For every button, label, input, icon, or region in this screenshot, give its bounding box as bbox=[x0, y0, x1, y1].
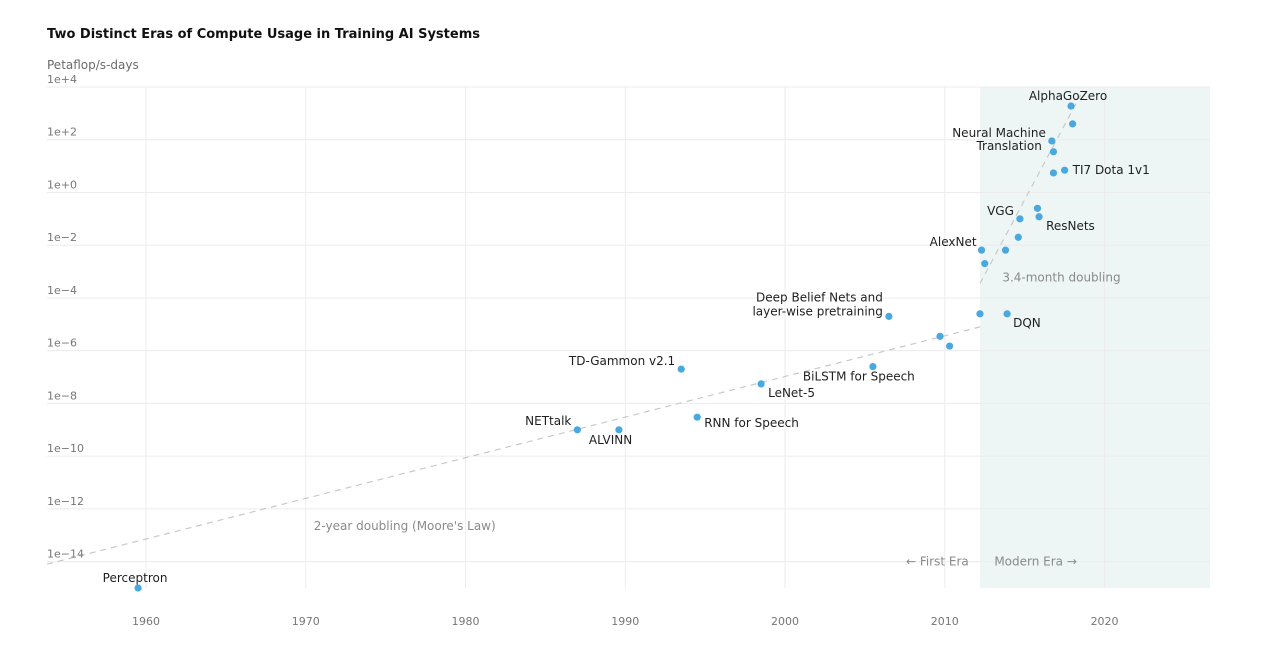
y-tick-label: 1e+0 bbox=[47, 178, 77, 191]
data-point bbox=[976, 310, 984, 318]
data-point bbox=[1049, 169, 1058, 177]
point-label: VGG bbox=[987, 204, 1014, 218]
point-label: AlphaGoZero bbox=[1029, 89, 1107, 103]
x-axis-ticks: 1960 1970 1980 1990 2000 2010 2020 bbox=[132, 615, 1119, 628]
y-tick-label: 1e−2 bbox=[47, 231, 77, 244]
data-point bbox=[1049, 148, 1058, 156]
x-tick-label: 1970 bbox=[292, 615, 320, 628]
y-tick-label: 1e−14 bbox=[47, 548, 84, 561]
y-tick-label: 1e−6 bbox=[47, 337, 77, 350]
y-tick-label: 1e+4 bbox=[47, 73, 77, 86]
point-label: LeNet-5 bbox=[768, 386, 815, 400]
x-tick-label: 1960 bbox=[132, 615, 160, 628]
trend-line bbox=[46, 326, 981, 565]
data-point bbox=[1003, 310, 1011, 318]
point-label: NETtalk bbox=[525, 414, 571, 428]
data-point bbox=[615, 426, 623, 434]
point-label: TD-Gammon v2.1 bbox=[568, 354, 675, 368]
x-tick-label: 2020 bbox=[1091, 615, 1119, 628]
data-point bbox=[1016, 215, 1024, 223]
y-axis-label: Petaflop/s-days bbox=[47, 58, 139, 72]
data-point bbox=[936, 332, 944, 340]
data-point bbox=[1033, 204, 1042, 212]
point-label: DQN bbox=[1013, 316, 1041, 330]
x-tick-label: 2010 bbox=[931, 615, 959, 628]
x-tick-label: 1990 bbox=[611, 615, 639, 628]
annotation: Modern Era → bbox=[994, 555, 1077, 569]
data-point bbox=[1048, 137, 1056, 145]
y-tick-label: 1e+2 bbox=[47, 126, 77, 139]
trend-lines bbox=[46, 94, 1082, 565]
grid-lines bbox=[47, 86, 1210, 588]
data-point bbox=[1035, 213, 1043, 221]
y-tick-label: 1e−8 bbox=[47, 389, 77, 402]
point-label: AlexNet bbox=[930, 235, 977, 249]
data-point bbox=[693, 413, 701, 421]
point-label: Perceptron bbox=[103, 571, 168, 585]
data-point bbox=[573, 426, 581, 434]
data-point bbox=[946, 342, 954, 350]
y-tick-label: 1e−12 bbox=[47, 495, 84, 508]
data-point bbox=[981, 260, 989, 268]
point-label: ALVINN bbox=[589, 433, 632, 447]
data-point bbox=[1061, 166, 1069, 174]
y-tick-label: 1e−10 bbox=[47, 442, 84, 455]
annotation: ← First Era bbox=[906, 555, 969, 569]
point-label: RNN for Speech bbox=[704, 416, 799, 430]
y-axis-ticks: 1e+4 1e+2 1e+0 1e−2 1e−4 1e−6 1e−8 1e−10 1e−12 1e… bbox=[47, 73, 84, 561]
data-point bbox=[885, 312, 893, 320]
trend-line bbox=[979, 94, 1082, 284]
point-label: ResNets bbox=[1046, 219, 1095, 233]
x-tick-label: 1980 bbox=[452, 615, 480, 628]
data-point bbox=[1067, 102, 1075, 110]
annotation: 2-year doubling (Moore's Law) bbox=[314, 519, 496, 533]
x-tick-label: 2000 bbox=[771, 615, 799, 628]
modern-era-band bbox=[979, 87, 1210, 588]
point-labels: Perceptron NETtalk ALVINN TD-Gammon v2.1 RNN… bbox=[103, 89, 1150, 585]
data-point bbox=[1014, 233, 1022, 241]
data-point bbox=[757, 380, 765, 388]
annotation: 3.4-month doubling bbox=[1002, 270, 1120, 284]
data-point bbox=[134, 584, 142, 592]
point-label: Neural Machine Translation bbox=[952, 126, 1046, 153]
point-label: TI7 Dota 1v1 bbox=[1072, 163, 1150, 177]
point-label: BiLSTM for Speech bbox=[803, 370, 915, 384]
data-point bbox=[1069, 120, 1077, 128]
annotations: 2-year doubling (Moore's Law) 3.4-month d… bbox=[314, 270, 1121, 568]
data-point bbox=[869, 362, 877, 371]
data-point bbox=[977, 246, 986, 254]
y-tick-label: 1e−4 bbox=[47, 284, 77, 297]
data-point bbox=[1001, 246, 1010, 254]
point-label: Deep Belief Nets and layer-wise pretraini… bbox=[752, 290, 882, 318]
data-point bbox=[677, 365, 685, 373]
chart-title: Two Distinct Eras of Compute Usage in Tr… bbox=[47, 27, 480, 42]
data-points bbox=[134, 102, 1077, 592]
